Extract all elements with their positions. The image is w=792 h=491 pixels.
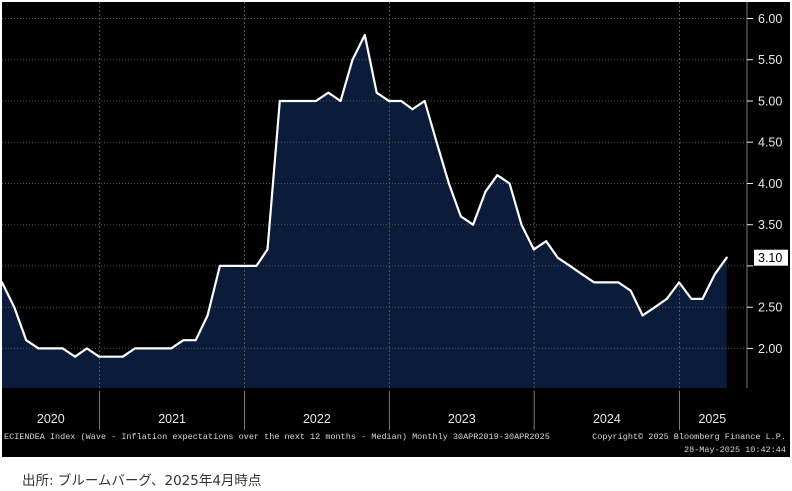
data-point [556,256,559,259]
data-point [1,281,3,284]
data-point [278,100,281,102]
points-layer [1,34,728,358]
data-point [423,100,426,102]
footer-copyright: Copyright© 2025 Bloomberg Finance L.P. [592,432,786,442]
data-point [508,182,511,185]
data-point [605,281,608,284]
data-point [375,91,378,94]
y-tick-label: 2.50 [758,301,782,315]
y-tick-label: 5.50 [758,53,782,67]
data-point [593,281,596,284]
data-point [532,248,535,251]
x-tick-label: 2023 [448,412,476,426]
data-point [121,355,124,358]
data-point [520,223,523,226]
data-point [569,264,571,267]
data-point [25,339,28,342]
data-point [400,100,403,102]
data-point [85,347,88,350]
data-point [701,297,704,300]
data-point [713,273,716,276]
data-point [580,273,583,276]
data-point [266,248,269,251]
x-axis: 2020 2021 2022 2023 2024 2025 [37,391,726,430]
data-point [725,256,728,259]
data-point [134,347,136,350]
data-point [327,91,330,94]
data-point [230,264,233,267]
data-point [496,174,499,177]
data-point [110,355,113,358]
data-point [206,314,209,317]
data-point [653,306,656,309]
data-point [617,281,620,284]
data-point [170,347,173,350]
data-point [641,314,644,317]
y-tick-label: 3.50 [758,218,782,232]
data-point [545,240,548,243]
data-point [194,339,197,342]
data-point [435,141,438,144]
y-axis: 2.00 2.50 3.50 4.00 4.50 5.00 5.50 6.00 3.10 [746,2,788,388]
last-value-label: 3.10 [758,251,782,265]
data-point [351,58,354,61]
area-layer [2,35,727,388]
data-point [290,100,293,102]
data-point [13,306,16,309]
data-point [182,339,185,342]
y-tick-label: 2.00 [758,342,782,356]
data-point [158,347,161,350]
y-tick-label: 6.00 [758,12,782,26]
chart: 2.00 2.50 3.50 4.00 4.50 5.00 5.50 6.00 3.10 202… [0,2,790,457]
data-point [665,297,668,300]
x-tick-label: 2020 [37,412,65,426]
x-tick-label: 2025 [698,412,726,426]
data-point [629,289,632,292]
y-tick-label: 5.00 [758,95,782,109]
y-tick-label: 4.00 [758,177,782,191]
y-tick-label: 4.50 [758,136,782,150]
data-point [339,100,342,102]
data-point [447,182,450,185]
data-point [459,215,462,218]
data-point [98,355,101,358]
data-point [74,355,76,358]
data-point [243,264,246,267]
data-point [484,190,487,193]
grid-layer [2,2,745,388]
series-area [2,35,727,388]
data-point [690,297,693,300]
x-tick-label: 2024 [593,412,621,426]
data-point [218,264,221,267]
footer-description: ECIENDEA Index (Wave - Inflation expecta… [4,432,550,442]
data-point [388,100,390,102]
data-point [303,100,305,102]
data-point [61,347,64,350]
data-point [255,264,258,267]
data-point [678,281,681,284]
footer-timestamp: 28-May-2025 10:42:44 [684,445,786,455]
data-point [472,223,475,226]
x-tick-label: 2021 [158,412,186,426]
x-tick-label: 2022 [303,412,331,426]
source-note: 出所: ブルームバーグ、2025年4月時点 [22,473,262,489]
last-value-badge [754,249,788,266]
data-point [49,347,52,350]
data-point [363,34,366,36]
data-point [314,100,317,102]
data-point [145,347,148,350]
data-point [411,108,414,111]
data-point [37,347,40,350]
